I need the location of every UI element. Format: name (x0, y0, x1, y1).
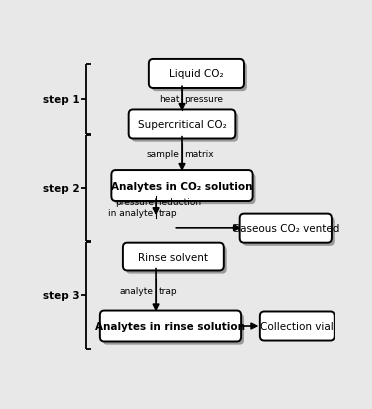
FancyBboxPatch shape (114, 174, 256, 204)
Text: Analytes in CO₂ solution: Analytes in CO₂ solution (111, 181, 253, 191)
Text: Liquid CO₂: Liquid CO₂ (169, 69, 224, 79)
Text: pressure
in analyte: pressure in analyte (109, 198, 154, 217)
FancyBboxPatch shape (152, 63, 247, 92)
Text: reduction
trap: reduction trap (158, 198, 202, 217)
FancyBboxPatch shape (243, 217, 335, 246)
Text: step 3: step 3 (43, 291, 79, 301)
Text: step 1: step 1 (43, 95, 79, 105)
Text: sample: sample (147, 150, 180, 159)
Text: Analytes in rinse solution: Analytes in rinse solution (96, 321, 246, 331)
Text: Gaseous CO₂ vented: Gaseous CO₂ vented (232, 224, 340, 234)
Text: step 2: step 2 (43, 184, 79, 194)
FancyBboxPatch shape (149, 60, 244, 89)
FancyBboxPatch shape (103, 314, 244, 345)
Text: Supercritical CO₂: Supercritical CO₂ (138, 120, 227, 130)
FancyBboxPatch shape (132, 113, 238, 142)
Text: matrix: matrix (184, 150, 214, 159)
Text: analyte: analyte (120, 286, 154, 295)
FancyBboxPatch shape (240, 214, 332, 243)
Text: trap: trap (158, 286, 177, 295)
FancyBboxPatch shape (126, 246, 227, 274)
Text: Rinse solvent: Rinse solvent (138, 252, 208, 262)
FancyBboxPatch shape (111, 171, 253, 202)
Text: pressure: pressure (184, 95, 223, 104)
FancyBboxPatch shape (129, 110, 235, 139)
FancyBboxPatch shape (260, 312, 335, 341)
FancyBboxPatch shape (100, 311, 241, 342)
FancyBboxPatch shape (123, 243, 224, 271)
Text: heat: heat (159, 95, 180, 104)
Text: Collection vial: Collection vial (260, 321, 334, 331)
